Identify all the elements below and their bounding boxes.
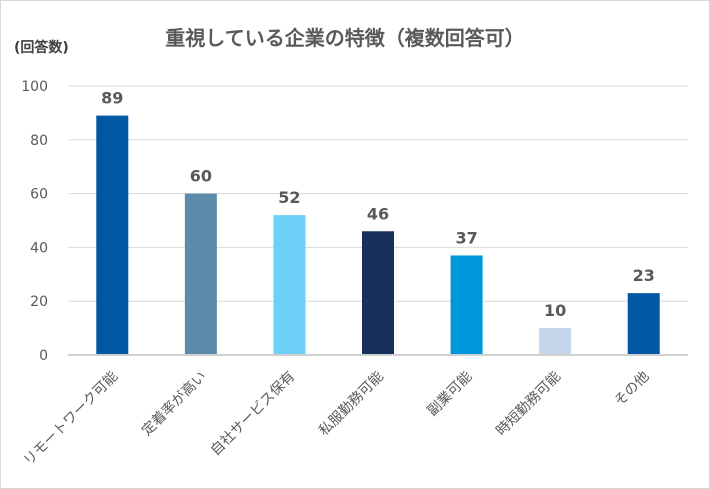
bar [96, 115, 129, 354]
bar [273, 215, 306, 354]
category-label: リモートワーク可能 [21, 369, 121, 469]
category-label: 定着率が高い [138, 368, 209, 439]
y-axis-label: (回答数) [14, 39, 69, 56]
data-label: 37 [455, 228, 477, 247]
y-tick-label: 80 [30, 133, 48, 149]
y-tick-label: 100 [21, 79, 48, 95]
data-label: 60 [190, 167, 212, 186]
y-tick-label: 20 [30, 294, 48, 310]
bar [362, 231, 394, 354]
category-label: 時短勤務可能 [493, 369, 564, 440]
bar [539, 328, 572, 354]
data-label: 23 [633, 266, 655, 285]
category-label: 私服勤務可能 [316, 369, 387, 440]
y-tick-label: 0 [39, 348, 48, 364]
bar [450, 255, 483, 354]
data-label: 10 [544, 301, 566, 320]
bar [627, 293, 660, 354]
y-tick-label: 60 [30, 187, 48, 203]
category-label: その他 [612, 369, 653, 410]
data-label: 89 [101, 89, 123, 108]
bar [184, 193, 217, 354]
chart-title: 重視している企業の特徴（複数回答可） [165, 26, 524, 50]
category-label: 自社サービス保有 [208, 369, 299, 460]
data-label: 52 [278, 188, 300, 207]
category-label: 副業可能 [424, 369, 475, 420]
y-tick-label: 40 [30, 240, 48, 256]
data-label: 46 [367, 204, 389, 223]
